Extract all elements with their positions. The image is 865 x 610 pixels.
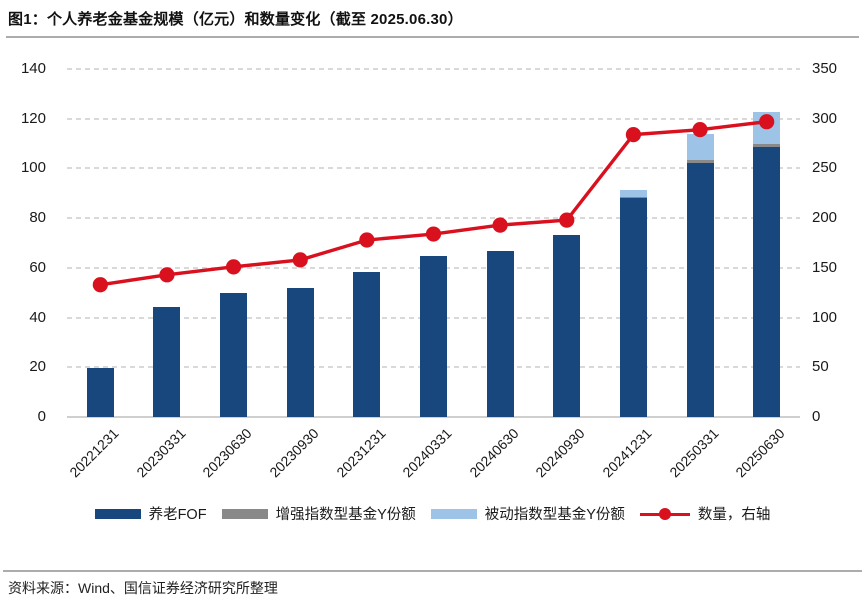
y-axis-tick-label-right: 250 [812,159,838,177]
legend-item-quantity: 数量，右轴 [639,503,771,524]
y-axis-tick-label-right: 150 [812,258,838,276]
y-axis-tick-label-right: 200 [812,209,838,227]
x-axis-tick-label: 20240331 [399,425,455,481]
legend-item-passive-index: 被动指数型基金Y份额 [430,503,625,524]
bar-segment-enhanced-index [686,160,714,164]
bar-segment-fof [486,250,514,417]
x-axis-tick-label: 20230630 [199,425,255,481]
bar-segment-fof [619,198,647,417]
x-axis-tick-label: 20240630 [466,425,522,481]
source-divider [3,570,862,572]
y-axis-tick-label-right: 300 [812,109,838,127]
quantity-line-point [425,226,442,242]
y-axis-tick-label-left: 80 [29,209,46,227]
bar-segment-fof [553,234,581,417]
x-axis-line [67,416,800,418]
legend-bar-swatch [221,508,268,519]
quantity-line-point [559,212,575,228]
x-axis-tick-label: 20250331 [665,425,722,481]
bar-segment-passive-index [619,189,647,197]
y-axis-tick-label-right: 100 [812,308,838,326]
x-axis-tick-label: 20230930 [266,425,322,481]
bar-segment-fof [86,367,114,417]
quantity-line-point [292,252,308,268]
bar-segment-enhanced-index [619,196,647,199]
y-axis-tick-label-left: 0 [37,408,46,425]
legend-item-label: 养老FOF [148,507,207,523]
legend-line-swatch-marker [658,507,671,520]
y-axis-tick-label-right: 50 [812,358,829,376]
legend-bar-swatch [430,508,477,519]
y-axis-tick-label-left: 120 [20,109,46,127]
title-divider [6,36,859,38]
quantity-line-layer [92,114,775,293]
bar-segment-fof [686,163,714,417]
quantity-line-point [159,267,175,283]
legend-item-label: 数量，右轴 [697,507,771,523]
bar-segment-enhanced-index [753,143,781,148]
quantity-line-point [625,127,642,143]
bar-segment-fof [420,255,447,417]
chart-legend: 养老FOF 增强指数型基金Y份额 被动指数型基金Y份额 数量，右轴 [0,503,865,524]
x-axis-tick-label: 20241231 [599,425,655,481]
bar-segment-passive-index [686,134,714,161]
source-text: 资料来源：Wind、国信证券经济研究所整理 [8,580,278,596]
legend-line-dot-swatch [639,507,690,521]
y-axis-tick-label-left: 40 [29,308,46,326]
quantity-line-point [359,232,375,248]
quantity-line-point [492,217,508,233]
legend-bar-swatch [94,508,141,519]
figure-title: 图1：个人养老金基金规模（亿元）和数量变化（截至 2025.06.30） [8,11,463,28]
bar-segment-fof [753,147,781,417]
bar-segment-fof [286,288,314,417]
x-axis-tick-label: 20221231 [66,425,122,481]
x-axis-tick-label: 20250630 [732,425,789,481]
x-axis-tick-label: 20240930 [532,425,589,481]
legend-item-label: 被动指数型基金Y份额 [484,507,625,523]
y-axis-tick-label-left: 140 [20,60,46,77]
bar-segment-passive-index [753,111,781,144]
bar-segment-fof [353,272,381,417]
legend-item-enhanced-index: 增强指数型基金Y份额 [221,503,416,524]
y-axis-tick-label-right: 350 [812,60,838,77]
y-axis-tick-label-right: 0 [812,408,821,425]
quantity-line-point [92,277,108,293]
x-axis-tick-label: 20231231 [332,425,389,481]
x-axis-tick-label: 20230331 [132,425,189,481]
bar-segment-fof [153,307,181,417]
gridline [67,68,800,70]
legend-item-label: 增强指数型基金Y份额 [275,507,416,523]
gridline [67,117,800,120]
y-axis-tick-label-left: 60 [29,258,46,276]
y-axis-tick-label-left: 100 [20,159,46,177]
y-axis-tick-label-left: 20 [29,358,46,376]
legend-item-fof: 养老FOF [94,503,207,524]
bar-segment-fof [220,293,248,417]
